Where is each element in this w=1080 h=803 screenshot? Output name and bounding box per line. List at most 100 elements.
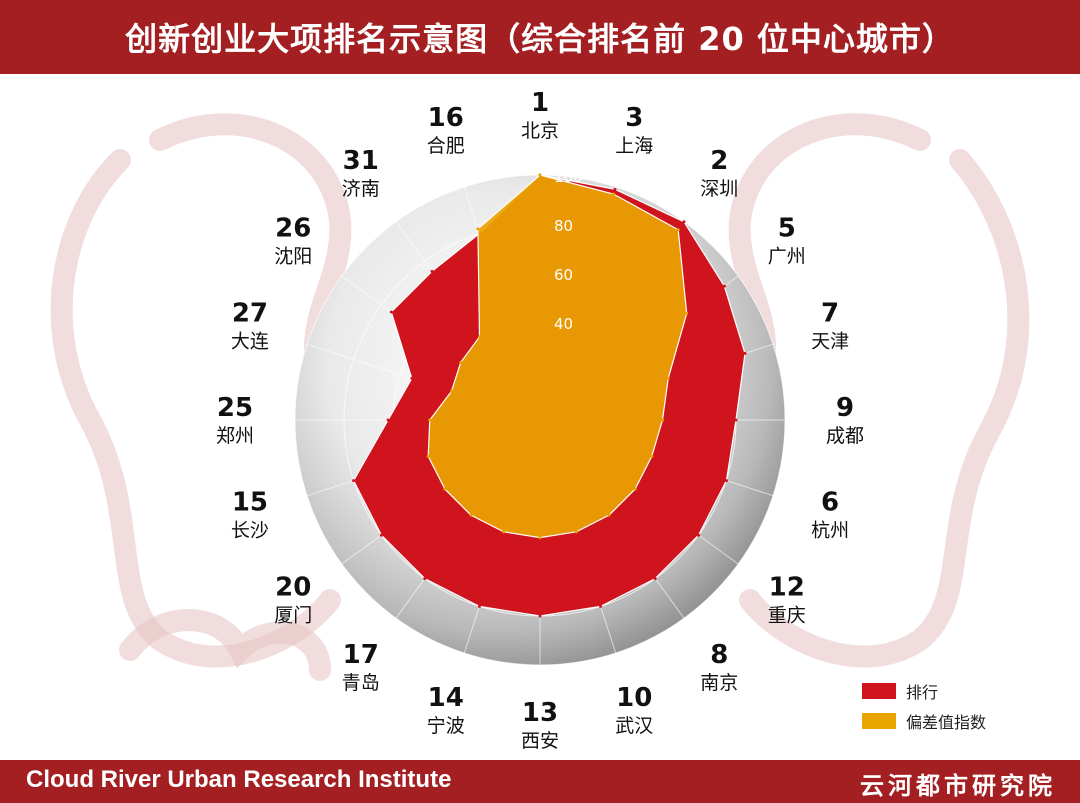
series-1-point-15 bbox=[428, 418, 432, 422]
category-rank-13: 20 bbox=[275, 572, 311, 602]
category-rank-2: 2 bbox=[710, 146, 728, 176]
category-rank-15: 25 bbox=[217, 393, 253, 423]
series-0-point-14 bbox=[352, 479, 356, 483]
series-0-point-13 bbox=[379, 533, 383, 537]
category-name-0: 北京 bbox=[521, 120, 559, 142]
series-0-point-12 bbox=[423, 577, 427, 581]
radial-tick-label-2: 80 bbox=[554, 217, 573, 235]
category-name-17: 沈阳 bbox=[274, 246, 312, 268]
legend-item-index: 偏差值指数 bbox=[862, 706, 986, 736]
category-name-10: 西安 bbox=[521, 730, 559, 752]
page-title: 创新创业大项排名示意图（综合排名前 20 位中心城市） bbox=[125, 20, 955, 58]
series-1-point-5 bbox=[661, 418, 664, 422]
category-name-2: 深圳 bbox=[700, 178, 738, 200]
legend-swatch-index bbox=[862, 713, 896, 729]
series-0-point-11 bbox=[477, 604, 481, 608]
chart-legend: 排行 偏差值指数 bbox=[862, 676, 986, 736]
series-0-point-9 bbox=[599, 604, 603, 608]
series-1-point-4 bbox=[666, 376, 670, 380]
footer-institute-zh: 云河都市研究院 bbox=[860, 772, 1056, 800]
category-rank-6: 6 bbox=[821, 487, 839, 517]
category-rank-16: 27 bbox=[232, 299, 268, 329]
footer-bar: Cloud River Urban Research Institute 云河都… bbox=[0, 760, 1080, 803]
category-rank-14: 15 bbox=[232, 487, 268, 517]
series-0-point-7 bbox=[697, 533, 701, 537]
category-label-5: 9成都 bbox=[826, 393, 864, 447]
category-rank-19: 16 bbox=[428, 103, 464, 133]
series-0-point-1 bbox=[613, 187, 617, 191]
series-1-point-0 bbox=[538, 173, 542, 177]
category-label-4: 7天津 bbox=[811, 299, 849, 353]
category-name-5: 成都 bbox=[826, 425, 864, 447]
category-name-9: 武汉 bbox=[615, 715, 653, 737]
series-0-point-3 bbox=[722, 284, 726, 288]
category-name-1: 上海 bbox=[615, 135, 653, 157]
series-1-point-19 bbox=[476, 227, 480, 231]
category-name-13: 厦门 bbox=[274, 604, 312, 626]
category-name-8: 南京 bbox=[700, 672, 738, 694]
series-0-point-15 bbox=[386, 418, 390, 422]
legend-swatch-rank bbox=[862, 683, 896, 699]
series-0-point-8 bbox=[653, 577, 657, 581]
category-label-3: 5广州 bbox=[768, 214, 806, 268]
series-0-point-4 bbox=[743, 351, 747, 355]
category-name-12: 青岛 bbox=[342, 672, 380, 694]
legend-label-rank: 排行 bbox=[906, 683, 939, 702]
series-0-point-5 bbox=[734, 418, 738, 422]
series-1-point-8 bbox=[607, 513, 611, 517]
series-1-point-1 bbox=[611, 192, 615, 196]
footer-institute-en: Cloud River Urban Research Institute bbox=[26, 766, 452, 793]
category-name-3: 广州 bbox=[768, 246, 806, 268]
dragon-stroke-4 bbox=[119, 609, 331, 681]
series-1-point-6 bbox=[650, 454, 654, 458]
category-rank-4: 7 bbox=[821, 299, 839, 329]
category-name-11: 宁波 bbox=[427, 715, 465, 737]
radial-tick-labels: 40 60 80 100 bbox=[554, 168, 583, 333]
category-rank-8: 8 bbox=[710, 640, 728, 670]
category-label-8: 8南京 bbox=[700, 640, 738, 694]
radar-series bbox=[352, 173, 747, 618]
category-name-16: 大连 bbox=[231, 331, 269, 353]
series-1-point-16 bbox=[449, 389, 453, 393]
category-rank-9: 10 bbox=[616, 683, 652, 713]
category-rank-12: 17 bbox=[343, 640, 379, 670]
category-rank-10: 13 bbox=[522, 698, 558, 728]
category-label-0: 1北京 bbox=[521, 88, 559, 142]
series-1-point-9 bbox=[574, 530, 578, 534]
category-rank-11: 14 bbox=[428, 683, 464, 713]
category-rank-18: 31 bbox=[343, 146, 379, 176]
category-name-19: 合肥 bbox=[427, 135, 465, 157]
category-label-1: 3上海 bbox=[615, 103, 653, 157]
series-0-point-16 bbox=[410, 376, 414, 380]
category-name-18: 济南 bbox=[342, 178, 380, 200]
category-name-4: 天津 bbox=[811, 331, 849, 353]
series-1-point-10 bbox=[538, 536, 542, 540]
category-rank-5: 9 bbox=[836, 393, 854, 423]
category-rank-7: 12 bbox=[769, 572, 805, 602]
radial-tick-label-3: 100 bbox=[554, 168, 583, 186]
category-rank-17: 26 bbox=[275, 214, 311, 244]
category-name-7: 重庆 bbox=[768, 604, 806, 626]
radial-tick-label-0: 40 bbox=[554, 315, 573, 333]
category-name-15: 郑州 bbox=[216, 425, 254, 447]
legend-label-index: 偏差值指数 bbox=[906, 713, 987, 732]
category-rank-1: 3 bbox=[625, 103, 643, 133]
series-1-point-3 bbox=[685, 311, 689, 315]
series-0-point-18 bbox=[430, 269, 434, 273]
category-label-6: 6杭州 bbox=[811, 487, 849, 541]
series-1-point-13 bbox=[443, 487, 447, 491]
title-bar: 创新创业大项排名示意图（综合排名前 20 位中心城市） bbox=[0, 0, 1080, 74]
series-1-point-18 bbox=[478, 335, 482, 339]
category-labels: 1北京 3上海2深圳5广州7天津9成都6杭州12重庆8南京10武汉13西安14宁波… bbox=[216, 88, 864, 752]
series-0-point-6 bbox=[724, 479, 728, 483]
